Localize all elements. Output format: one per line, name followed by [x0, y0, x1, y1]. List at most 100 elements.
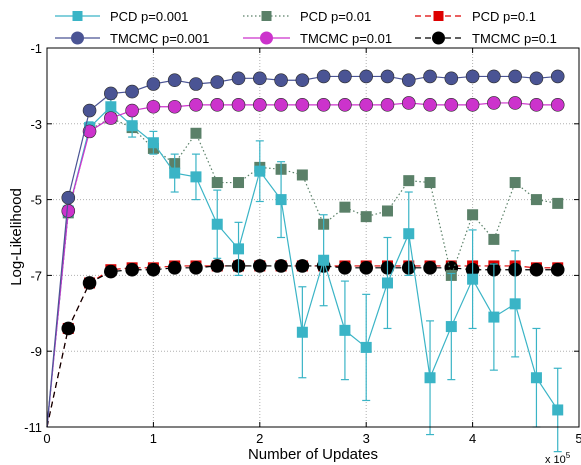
legend-entry: PCD p=0.1	[415, 9, 536, 24]
data-point	[338, 98, 352, 112]
data-point	[424, 177, 436, 189]
data-point	[508, 69, 522, 84]
data-point	[169, 167, 181, 179]
x-tick-label: 3	[363, 431, 370, 446]
data-point	[529, 262, 544, 277]
data-point	[104, 111, 118, 125]
data-point	[146, 262, 161, 277]
x-tick-label: 1	[150, 431, 157, 446]
data-point	[254, 165, 266, 177]
data-point	[380, 69, 395, 84]
x-exponent-base: x 10	[545, 454, 566, 465]
y-tick-label: -11	[24, 420, 42, 435]
data-point	[210, 98, 225, 112]
data-point	[167, 99, 182, 114]
data-point	[316, 69, 331, 84]
data-point	[274, 259, 288, 273]
data-point	[61, 204, 76, 218]
data-point	[295, 73, 310, 88]
data-point	[190, 127, 202, 139]
data-point	[552, 404, 564, 416]
x-exponent-power: 5	[566, 451, 571, 460]
data-point	[360, 211, 372, 223]
data-point	[530, 194, 542, 206]
x-tick-label: 2	[256, 431, 263, 446]
data-point	[210, 75, 225, 89]
data-point	[550, 69, 565, 84]
legend-label: TMCMC p=0.1	[472, 31, 557, 46]
data-point	[359, 261, 374, 275]
data-point	[190, 171, 202, 183]
data-point	[231, 98, 246, 112]
data-point	[210, 259, 225, 273]
data-point	[423, 98, 437, 112]
data-point	[359, 69, 374, 84]
data-point	[401, 96, 416, 110]
data-point	[189, 77, 203, 91]
data-point	[552, 197, 564, 209]
y-tick-label: -5	[30, 193, 42, 208]
data-point	[529, 98, 544, 112]
data-point	[233, 243, 245, 255]
data-point	[167, 261, 182, 275]
data-point	[359, 98, 374, 112]
legend-label: PCD p=0.1	[472, 9, 536, 24]
data-point	[82, 124, 97, 139]
data-point	[509, 177, 521, 189]
data-point	[423, 69, 437, 84]
data-point	[423, 261, 437, 275]
legend-marker	[260, 31, 273, 45]
data-point	[318, 254, 330, 266]
data-point	[189, 261, 203, 275]
data-point	[275, 194, 287, 206]
legend-marker	[433, 11, 444, 21]
y-tick-label: -7	[30, 268, 42, 283]
data-point	[339, 324, 351, 336]
tick-labels: 0 1 2 3 4 5 -11 -9 -7 -5 -3 -1	[24, 41, 581, 446]
data-point	[125, 103, 139, 118]
data-point	[316, 98, 331, 112]
data-point	[465, 98, 480, 112]
data-point	[508, 96, 522, 110]
data-point	[125, 84, 139, 99]
data-point	[488, 311, 500, 323]
data-point	[125, 262, 139, 277]
data-point	[296, 169, 308, 181]
x-exponent-label: x 105	[545, 451, 571, 465]
legend-entry: TMCMC p=0.1	[415, 31, 557, 46]
series-tmcmc-p-0-001	[46, 69, 565, 428]
y-tick-label: -9	[30, 344, 42, 359]
x-tick-label: 4	[469, 431, 476, 446]
data-point	[487, 69, 501, 84]
data-point	[274, 98, 288, 112]
data-point	[231, 71, 246, 86]
series-layer	[46, 69, 565, 453]
data-point	[509, 298, 521, 310]
data-point	[147, 137, 159, 149]
y-axis-title: Log-Likelihood	[8, 188, 25, 286]
data-point	[338, 261, 352, 275]
data-point	[381, 277, 393, 289]
axis-ticks	[46, 47, 580, 428]
data-point	[487, 96, 501, 110]
data-point	[211, 218, 223, 230]
data-point	[252, 71, 267, 86]
data-point	[401, 73, 416, 88]
data-point	[424, 372, 436, 384]
data-point	[295, 259, 310, 273]
y-tick-label: -3	[30, 117, 42, 132]
data-point	[61, 321, 76, 336]
data-point	[467, 209, 479, 221]
data-point	[529, 71, 544, 86]
legend-entry: PCD p=0.01	[243, 9, 371, 24]
data-point	[403, 228, 415, 240]
legend-label: TMCMC p=0.001	[110, 31, 209, 46]
data-point	[338, 69, 352, 84]
legend: PCD p=0.001 PCD p=0.01 PCD p=0.1 TMCMC p=0.…	[55, 9, 557, 46]
data-point	[360, 341, 372, 353]
data-point	[274, 73, 288, 88]
data-point	[444, 71, 459, 86]
y-tick-label: -1	[30, 41, 42, 56]
series-tmcmc-p-0-01	[46, 96, 565, 428]
data-point	[104, 264, 118, 279]
